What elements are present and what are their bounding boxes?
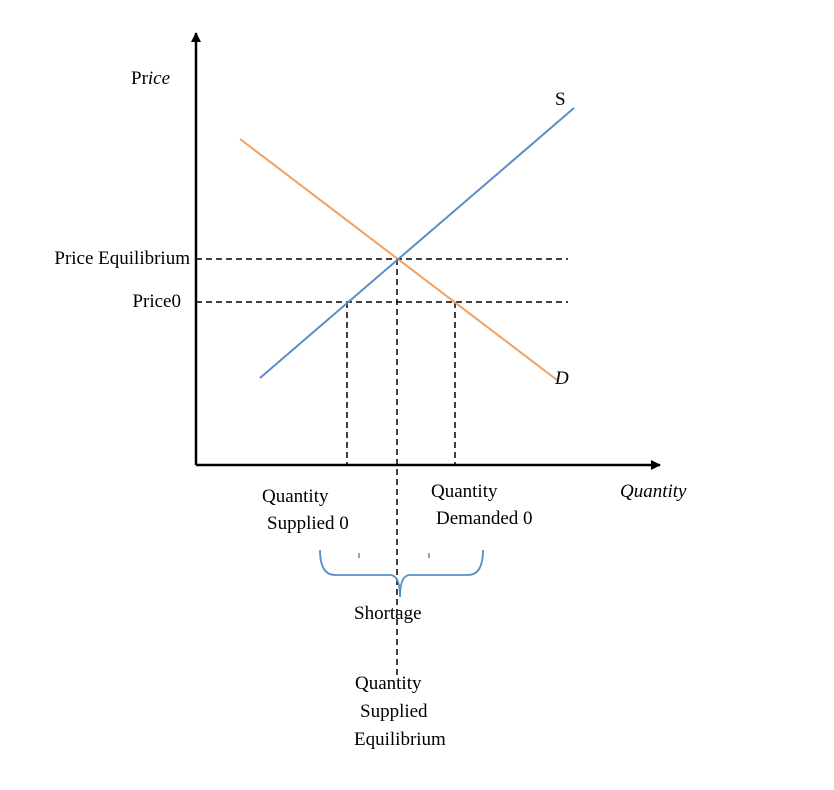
y-axis-label: Price [131,68,170,89]
quantity-supplied-equilibrium-label: Equilibrium [354,729,446,750]
x-axis-label: Quantity [620,481,687,502]
quantity-supplied-equilibrium-label: Supplied [360,701,428,722]
quantity-supplied-0-label: Quantity [262,486,329,507]
quantity-supplied-equilibrium-label: Quantity [355,673,422,694]
y-axis-label-italic: ice [148,68,170,89]
y-axis-label-upright: Pr [131,68,149,89]
price-equilibrium-label: Price Equilibrium [54,248,190,269]
shortage-brace [319,549,484,598]
supply-curve [259,107,575,379]
quantity-supplied-0-label: Supplied 0 [267,513,349,534]
shortage-label: Shortage [354,603,422,624]
demand-label: D [554,368,569,389]
quantity-demanded-0-label: Demanded 0 [436,508,533,529]
price0-label: Price0 [132,291,181,312]
quantity-demanded-0-label: Quantity [431,481,498,502]
supply-label: S [555,89,566,110]
